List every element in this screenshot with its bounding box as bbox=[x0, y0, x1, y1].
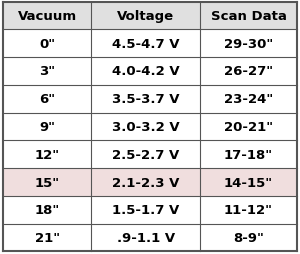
Bar bbox=[3, 141, 297, 168]
Text: 18": 18" bbox=[34, 203, 60, 216]
Text: .9-1.1 V: .9-1.1 V bbox=[116, 231, 175, 244]
Text: 2.5-2.7 V: 2.5-2.7 V bbox=[112, 148, 179, 161]
Text: 9": 9" bbox=[39, 121, 55, 133]
Text: 17-18": 17-18" bbox=[224, 148, 273, 161]
Bar bbox=[3, 30, 297, 58]
Text: 14-15": 14-15" bbox=[224, 176, 273, 189]
Text: 12": 12" bbox=[34, 148, 60, 161]
Text: 3.0-3.2 V: 3.0-3.2 V bbox=[112, 121, 179, 133]
Text: 23-24": 23-24" bbox=[224, 93, 273, 106]
Bar bbox=[3, 58, 297, 86]
Text: 15": 15" bbox=[34, 176, 60, 189]
Bar bbox=[3, 113, 297, 141]
Bar bbox=[3, 168, 297, 196]
Text: Scan Data: Scan Data bbox=[211, 10, 286, 23]
Bar bbox=[3, 224, 297, 251]
Text: 4.0-4.2 V: 4.0-4.2 V bbox=[112, 65, 179, 78]
Text: Voltage: Voltage bbox=[117, 10, 174, 23]
Text: 4.5-4.7 V: 4.5-4.7 V bbox=[112, 38, 179, 51]
Text: 20-21": 20-21" bbox=[224, 121, 273, 133]
Text: 1.5-1.7 V: 1.5-1.7 V bbox=[112, 203, 179, 216]
Text: 3": 3" bbox=[39, 65, 55, 78]
Text: 26-27": 26-27" bbox=[224, 65, 273, 78]
Text: 21": 21" bbox=[34, 231, 60, 244]
Text: 6": 6" bbox=[39, 93, 55, 106]
Text: 3.5-3.7 V: 3.5-3.7 V bbox=[112, 93, 179, 106]
Bar bbox=[3, 196, 297, 224]
Bar bbox=[3, 86, 297, 113]
Bar bbox=[3, 3, 297, 30]
Text: 8-9": 8-9" bbox=[233, 231, 264, 244]
Text: 2.1-2.3 V: 2.1-2.3 V bbox=[112, 176, 179, 189]
Text: 11-12": 11-12" bbox=[224, 203, 273, 216]
Text: 0": 0" bbox=[39, 38, 55, 51]
Text: Vacuum: Vacuum bbox=[17, 10, 77, 23]
Text: 29-30": 29-30" bbox=[224, 38, 273, 51]
